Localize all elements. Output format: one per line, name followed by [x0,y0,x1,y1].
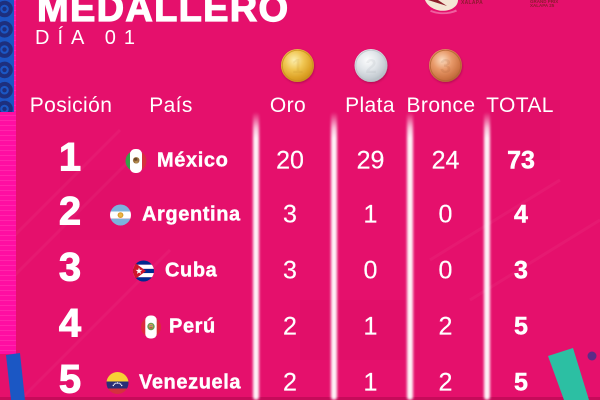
svg-text:2: 2 [365,56,376,78]
svg-text:3: 3 [440,56,451,78]
svg-text:1: 1 [292,56,303,78]
